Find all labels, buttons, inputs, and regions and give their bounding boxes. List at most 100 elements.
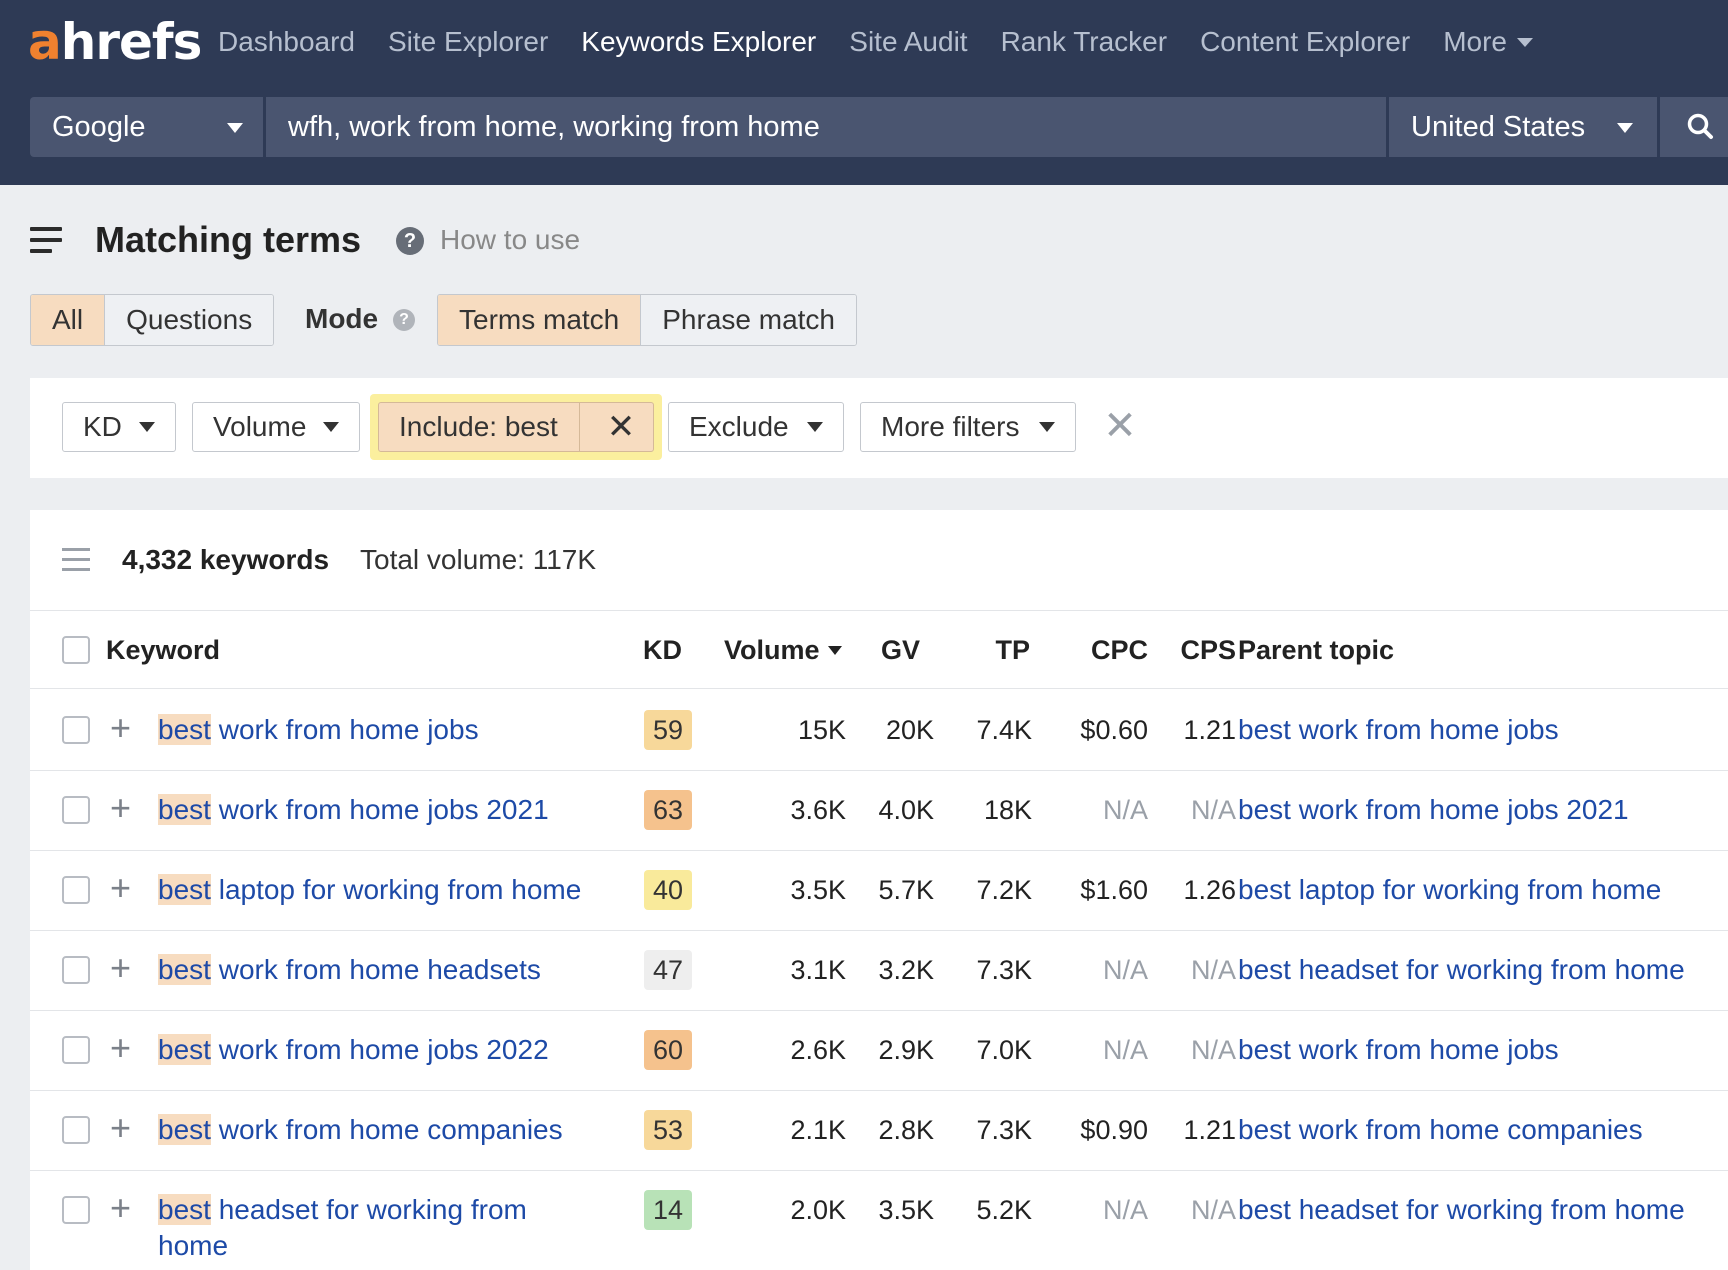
- keyword-match-highlight: best: [158, 1114, 211, 1145]
- tp-cell: 7.3K: [976, 1115, 1032, 1145]
- keyword-rest: laptop for working from home: [210, 874, 582, 905]
- tp-cell: 18K: [983, 795, 1032, 825]
- remove-filter-icon[interactable]: ✕: [606, 408, 636, 446]
- chevron-down-icon: [1516, 38, 1533, 47]
- volume-cell: 3.5K: [790, 875, 846, 905]
- keyword-search-input[interactable]: wfh, work from home, working from home: [266, 97, 1386, 157]
- col-cps[interactable]: CPS: [1180, 635, 1236, 665]
- table-row: + best headset for working from home 14 2.0K…: [30, 1170, 1728, 1270]
- table-row: + best laptop for working from home 40 3.5K…: [30, 850, 1728, 931]
- row-checkbox[interactable]: [62, 796, 90, 824]
- nav-more[interactable]: More: [1443, 22, 1533, 62]
- tp-cell: 7.4K: [976, 715, 1032, 745]
- kd-badge: 59: [644, 710, 692, 750]
- add-to-list-icon[interactable]: +: [110, 707, 132, 748]
- kd-filter-button[interactable]: KD: [62, 402, 176, 452]
- row-checkbox[interactable]: [62, 876, 90, 904]
- row-checkbox[interactable]: [62, 956, 90, 984]
- cps-cell: 1.26: [1183, 875, 1236, 905]
- nav-site-explorer[interactable]: Site Explorer: [387, 26, 549, 57]
- mode-terms-match[interactable]: Terms match: [438, 295, 642, 345]
- volume-cell: 2.0K: [790, 1195, 846, 1225]
- top-nav-bar: ahrefs Dashboard Site Explorer Keywords …: [0, 0, 1728, 185]
- add-to-list-icon[interactable]: +: [110, 787, 132, 828]
- col-gv[interactable]: GV: [880, 635, 920, 665]
- tab-all[interactable]: All: [31, 295, 106, 345]
- mode-label: Mode: [305, 303, 379, 334]
- keyword-link[interactable]: best work from home headsets: [158, 952, 608, 988]
- nav-dashboard[interactable]: Dashboard: [218, 26, 355, 57]
- table-row: + best work from home jobs 59 15K 20K 7.4K $0.…: [30, 690, 1728, 771]
- how-to-use-link[interactable]: How to use: [440, 224, 581, 255]
- sidebar-menu-icon[interactable]: [30, 227, 62, 260]
- nav-site-audit[interactable]: Site Audit: [849, 26, 968, 57]
- keyword-link[interactable]: best work from home companies: [158, 1112, 608, 1148]
- country-select[interactable]: United States: [1389, 97, 1657, 157]
- tp-cell: 7.3K: [976, 955, 1032, 985]
- row-checkbox[interactable]: [62, 1036, 90, 1064]
- add-to-list-icon[interactable]: +: [110, 867, 132, 908]
- parent-topic-link[interactable]: best headset for working from home: [1238, 954, 1685, 985]
- row-checkbox[interactable]: [62, 1116, 90, 1144]
- parent-topic-link[interactable]: best work from home jobs 2021: [1238, 794, 1629, 825]
- add-to-list-icon[interactable]: +: [110, 1187, 132, 1228]
- cps-cell: N/A: [1190, 795, 1236, 825]
- match-mode-toggle: Terms match Phrase match: [437, 294, 857, 346]
- select-all-checkbox[interactable]: [62, 636, 90, 664]
- more-filters-button[interactable]: More filters: [860, 402, 1076, 452]
- kd-badge: 60: [644, 1030, 692, 1070]
- keyword-link[interactable]: best laptop for working from home: [158, 872, 608, 908]
- nav-rank-tracker[interactable]: Rank Tracker: [1000, 26, 1168, 57]
- keyword-link[interactable]: best work from home jobs 2022: [158, 1032, 608, 1068]
- table-header: Keyword KD Volume GV TP CPC CPS Parent t…: [30, 612, 1728, 689]
- clear-filters-icon[interactable]: ✕: [1103, 404, 1137, 448]
- search-engine-select[interactable]: Google: [30, 97, 263, 157]
- exclude-filter-button[interactable]: Exclude: [668, 402, 844, 452]
- mode-help-icon[interactable]: ?: [393, 309, 415, 331]
- table-row: + best work from home jobs 2021 63 3.6K 4.0K…: [30, 770, 1728, 851]
- keyword-match-highlight: best: [158, 954, 211, 985]
- mode-phrase-match[interactable]: Phrase match: [641, 295, 856, 345]
- cpc-cell: $1.60: [1080, 875, 1148, 905]
- col-tp[interactable]: TP: [995, 635, 1030, 665]
- results-panel: 4,332 keywords Total volume: 117K Keywor…: [30, 510, 1728, 1270]
- parent-topic-link[interactable]: best work from home jobs: [1238, 1034, 1559, 1065]
- parent-topic-link[interactable]: best work from home companies: [1238, 1114, 1643, 1145]
- add-to-list-icon[interactable]: +: [110, 947, 132, 988]
- row-checkbox[interactable]: [62, 716, 90, 744]
- include-filter-chip[interactable]: Include: best ✕: [378, 402, 654, 452]
- columns-menu-icon[interactable]: [62, 548, 90, 578]
- tab-questions[interactable]: Questions: [105, 295, 274, 345]
- filter-bar: KD Volume Include: best ✕ Exclude More f…: [30, 378, 1728, 478]
- add-to-list-icon[interactable]: +: [110, 1107, 132, 1148]
- volume-cell: 2.1K: [790, 1115, 846, 1145]
- ahrefs-logo[interactable]: ahrefs: [28, 13, 202, 71]
- parent-topic-link[interactable]: best laptop for working from home: [1238, 874, 1662, 905]
- parent-topic-link[interactable]: best headset for working from home: [1238, 1194, 1685, 1225]
- gv-cell: 20K: [885, 715, 934, 745]
- volume-filter-button[interactable]: Volume: [192, 402, 360, 452]
- keyword-link[interactable]: best headset for working from home: [158, 1192, 608, 1264]
- nav-content-explorer[interactable]: Content Explorer: [1200, 26, 1411, 57]
- col-cpc[interactable]: CPC: [1090, 635, 1148, 665]
- search-button[interactable]: [1660, 97, 1728, 157]
- col-parent-topic[interactable]: Parent topic: [1238, 635, 1395, 665]
- cps-cell: N/A: [1190, 955, 1236, 985]
- keyword-link[interactable]: best work from home jobs: [158, 712, 608, 748]
- col-keyword[interactable]: Keyword: [106, 635, 221, 665]
- cpc-cell: N/A: [1102, 1035, 1148, 1065]
- parent-topic-link[interactable]: best work from home jobs: [1238, 714, 1559, 745]
- cps-cell: N/A: [1190, 1035, 1236, 1065]
- nav-keywords-explorer[interactable]: Keywords Explorer: [581, 26, 817, 57]
- col-volume[interactable]: Volume: [724, 612, 842, 688]
- main-nav: Dashboard Site Explorer Keywords Explore…: [218, 22, 1566, 62]
- keyword-link[interactable]: best work from home jobs 2021: [158, 792, 608, 828]
- chevron-down-icon: [807, 422, 823, 432]
- chevron-down-icon: [139, 422, 155, 432]
- row-checkbox[interactable]: [62, 1196, 90, 1224]
- volume-cell: 3.1K: [790, 955, 846, 985]
- add-to-list-icon[interactable]: +: [110, 1027, 132, 1068]
- col-kd[interactable]: KD: [643, 635, 682, 665]
- help-icon[interactable]: ?: [396, 227, 424, 255]
- table-row: + best work from home jobs 2022 60 2.6K 2.9K…: [30, 1010, 1728, 1091]
